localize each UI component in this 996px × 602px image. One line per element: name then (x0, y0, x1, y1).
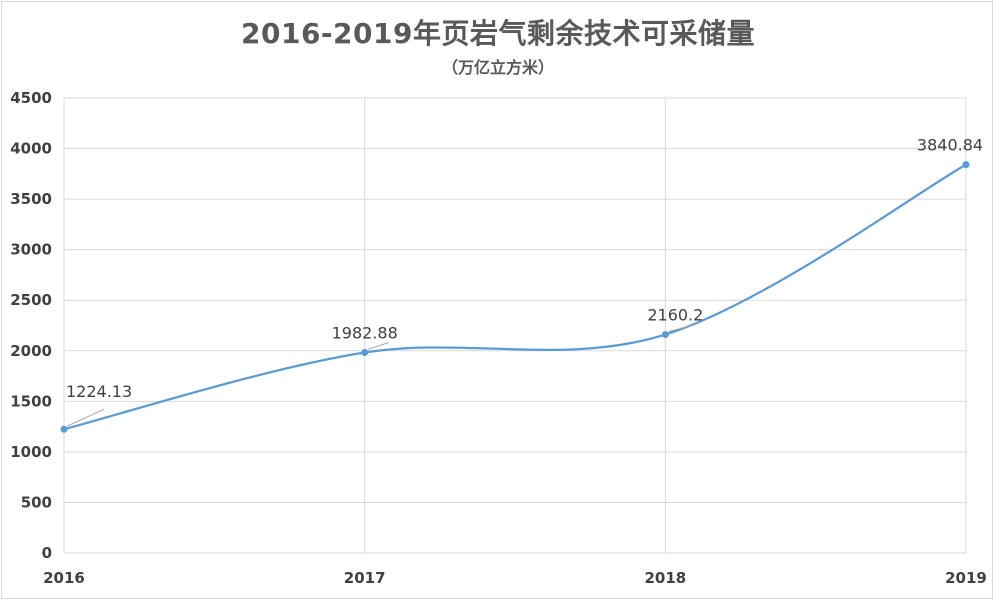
data-label: 1982.88 (332, 324, 398, 343)
data-label-leader (367, 342, 389, 350)
data-point (60, 425, 68, 433)
data-label-leader (668, 324, 696, 333)
x-tick-label: 2019 (945, 569, 987, 587)
axis-ticks: 0 500 1000 1500 2000 2500 3000 3500 4000 4500 2016… (10, 89, 987, 587)
data-point (962, 161, 970, 169)
data-point (661, 331, 669, 339)
chart-title: 2016-2019年页岩气剩余技术可采储量 (241, 17, 755, 50)
series-layer (60, 161, 970, 433)
y-tick-label: 4000 (10, 140, 52, 158)
y-tick-label: 500 (21, 493, 52, 511)
chart-subtitle: （万亿立方米） (441, 58, 554, 77)
y-tick-label: 1000 (10, 443, 52, 461)
y-tick-label: 0 (42, 544, 52, 562)
data-label: 2160.2 (647, 306, 703, 325)
series-line (63, 163, 967, 431)
data-point (361, 349, 369, 357)
data-label: 3840.84 (917, 136, 983, 155)
data-label: 1224.13 (66, 382, 132, 401)
y-tick-label: 3500 (10, 190, 52, 208)
y-tick-label: 2000 (10, 342, 52, 360)
grid-lines (63, 97, 967, 554)
x-tick-label: 2018 (644, 569, 686, 587)
data-labels: 1224.13 1982.88 2160.2 3840.84 (66, 136, 983, 427)
x-tick-label: 2017 (344, 569, 386, 587)
data-label-leader (66, 408, 105, 427)
x-tick-label: 2016 (43, 569, 85, 587)
y-tick-label: 4500 (10, 89, 52, 107)
y-tick-label: 2500 (10, 291, 52, 309)
y-tick-label: 3000 (10, 241, 52, 259)
y-tick-label: 1500 (10, 392, 52, 410)
